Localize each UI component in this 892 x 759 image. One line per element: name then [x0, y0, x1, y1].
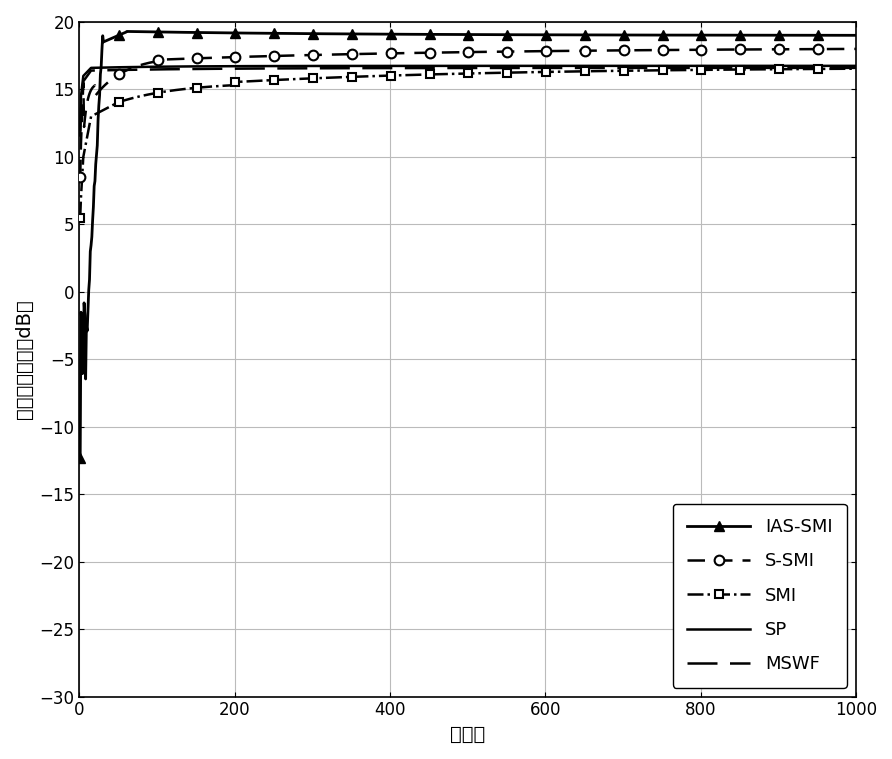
- S-SMI: [389, 49, 400, 58]
- Line: SMI: SMI: [76, 65, 860, 222]
- S-SMI: [417, 49, 427, 58]
- SMI: [389, 71, 400, 80]
- IAS-SMI: [851, 31, 862, 40]
- SMI: [851, 65, 862, 74]
- SMI: [607, 66, 618, 75]
- S-SMI: [607, 46, 618, 55]
- Line: IAS-SMI: IAS-SMI: [75, 27, 861, 463]
- SMI: [75, 213, 86, 222]
- Line: MSWF: MSWF: [80, 68, 856, 137]
- SMI: [680, 65, 690, 74]
- IAS-SMI: [75, 454, 86, 463]
- Line: S-SMI: S-SMI: [75, 44, 861, 182]
- S-SMI: [851, 44, 862, 53]
- Legend: IAS-SMI, S-SMI, SMI, SP, MSWF: IAS-SMI, S-SMI, SMI, SP, MSWF: [673, 504, 847, 688]
- MSWF: [607, 63, 618, 72]
- SP: [154, 62, 165, 71]
- IAS-SMI: [155, 27, 166, 36]
- SP: [417, 61, 427, 71]
- MSWF: [389, 64, 400, 73]
- MSWF: [680, 63, 690, 72]
- IAS-SMI: [417, 30, 428, 39]
- SP: [851, 61, 862, 71]
- S-SMI: [694, 46, 705, 55]
- IAS-SMI: [681, 30, 691, 39]
- SMI: [154, 88, 165, 97]
- SP: [389, 61, 400, 71]
- MSWF: [417, 64, 427, 73]
- SP: [75, 125, 86, 134]
- S-SMI: [680, 46, 690, 55]
- IAS-SMI: [695, 30, 706, 39]
- X-axis label: 快拍数: 快拍数: [450, 725, 485, 744]
- IAS-SMI: [121, 27, 132, 36]
- MSWF: [851, 63, 862, 72]
- S-SMI: [75, 172, 86, 181]
- MSWF: [75, 132, 86, 141]
- IAS-SMI: [608, 30, 619, 39]
- MSWF: [694, 63, 705, 72]
- SP: [680, 61, 690, 71]
- SP: [694, 61, 705, 71]
- SP: [607, 61, 618, 71]
- MSWF: [154, 65, 165, 74]
- Y-axis label: 输出信干噪比（dB）: 输出信干噪比（dB）: [15, 299, 34, 419]
- IAS-SMI: [389, 30, 400, 39]
- SMI: [417, 70, 427, 79]
- S-SMI: [154, 55, 165, 65]
- SMI: [694, 65, 705, 74]
- Line: SP: SP: [80, 66, 856, 130]
